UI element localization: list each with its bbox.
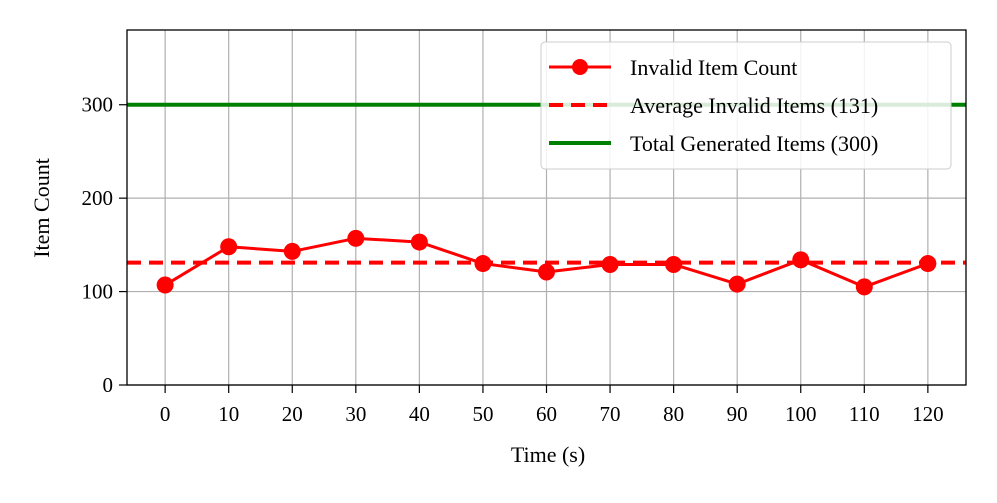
x-axis-label: Time (s) xyxy=(511,442,585,467)
x-tick-label: 110 xyxy=(849,402,880,426)
y-tick-label: 300 xyxy=(82,93,114,117)
x-axis-ticks: 0 10 20 30 40 50 60 70 80 90 100 110 120 xyxy=(160,385,944,426)
x-tick-label: 70 xyxy=(600,402,621,426)
legend-label-total: Total Generated Items (300) xyxy=(630,131,878,156)
x-tick-label: 20 xyxy=(282,402,303,426)
x-tick-label: 120 xyxy=(912,402,944,426)
x-tick-label: 100 xyxy=(785,402,817,426)
y-axis-label: Item Count xyxy=(29,158,54,258)
invalid-count-point xyxy=(474,255,492,273)
legend-label-invalid-count: Invalid Item Count xyxy=(630,55,797,80)
legend-box xyxy=(540,41,952,170)
invalid-count-point xyxy=(919,255,937,273)
x-tick-label: 80 xyxy=(663,402,684,426)
x-tick-label: 0 xyxy=(160,402,171,426)
invalid-count-point xyxy=(728,275,746,293)
x-tick-label: 50 xyxy=(472,402,493,426)
invalid-count-point xyxy=(347,229,365,247)
legend-label-average: Average Invalid Items (131) xyxy=(630,93,878,118)
invalid-count-point xyxy=(665,255,683,273)
invalid-count-point xyxy=(156,276,174,294)
invalid-count-point xyxy=(601,255,619,273)
invalid-count-point xyxy=(283,242,301,260)
x-tick-label: 90 xyxy=(727,402,748,426)
invalid-count-point xyxy=(792,251,810,269)
y-tick-label: 0 xyxy=(103,373,114,397)
invalid-count-point xyxy=(538,263,555,281)
x-tick-label: 40 xyxy=(409,402,430,426)
x-tick-label: 30 xyxy=(345,402,366,426)
series-layer xyxy=(156,229,937,296)
x-tick-label: 60 xyxy=(536,402,557,426)
y-tick-label: 100 xyxy=(82,280,114,304)
invalid-count-point xyxy=(855,278,873,296)
y-tick-label: 200 xyxy=(82,186,114,210)
y-axis-ticks: 0 100 200 300 xyxy=(82,93,127,397)
legend-marker-invalid-count xyxy=(572,59,588,75)
invalid-count-point xyxy=(220,238,238,256)
legend: Invalid Item Count Average Invalid Items… xyxy=(540,41,952,170)
x-tick-label: 10 xyxy=(218,402,239,426)
invalid-count-point xyxy=(410,233,428,251)
